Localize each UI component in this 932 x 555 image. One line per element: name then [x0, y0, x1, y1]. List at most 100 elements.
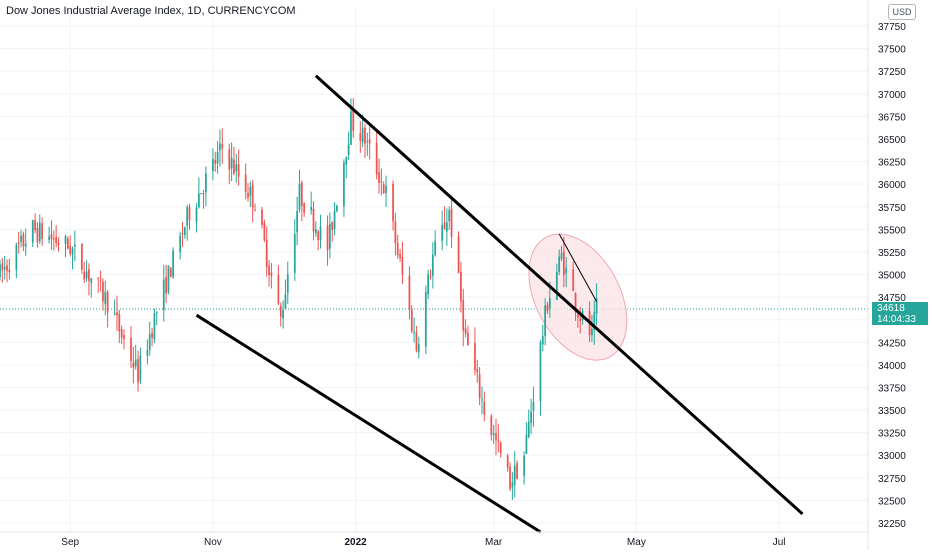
candle-body — [399, 253, 401, 258]
candle-body — [38, 222, 41, 242]
candle-body — [345, 156, 348, 165]
candle-body — [525, 434, 528, 454]
trendlines[interactable] — [195, 74, 804, 534]
candle-body — [120, 329, 123, 338]
candle-body — [462, 300, 465, 331]
candle-body — [265, 239, 268, 267]
candle-body — [352, 108, 355, 131]
trendline-short[interactable] — [558, 233, 598, 302]
candle-body — [197, 193, 200, 208]
candle-body — [506, 455, 509, 468]
candle-body — [113, 313, 116, 315]
candle-body — [0, 264, 1, 278]
candle-body — [303, 203, 306, 213]
candle-body — [3, 267, 6, 270]
candle-body — [146, 350, 149, 356]
candle-body — [516, 463, 518, 479]
candle-body — [219, 143, 221, 151]
candle-body — [431, 254, 434, 276]
candle-body — [186, 207, 189, 226]
candle-body — [380, 181, 383, 183]
y-tick-label: 36500 — [878, 135, 906, 146]
candle-body — [153, 313, 156, 340]
y-tick-label: 35250 — [878, 248, 906, 259]
candle-body — [310, 207, 313, 211]
x-tick-label: Jul — [773, 537, 786, 548]
candle-body — [233, 159, 235, 174]
y-tick-label: 33750 — [878, 383, 906, 394]
candle-body — [15, 244, 18, 270]
candle-body — [511, 482, 514, 488]
y-tick-label: 33500 — [878, 406, 906, 417]
candle-body — [139, 355, 142, 381]
candle-body — [312, 208, 315, 232]
last-price-value: 34618 — [877, 303, 905, 314]
trendline-lower[interactable] — [195, 313, 542, 534]
candle-body — [235, 164, 238, 172]
candle-body — [130, 337, 132, 362]
candle-body — [555, 272, 558, 300]
candle-body — [137, 358, 139, 383]
y-tick-label: 37500 — [878, 45, 906, 56]
y-tick-label: 32750 — [878, 474, 906, 485]
candles — [0, 98, 598, 500]
candle-body — [221, 143, 224, 149]
candle-body — [450, 208, 453, 237]
candle-body — [595, 298, 598, 314]
candle-body — [378, 172, 380, 184]
axes: 32250 32500 32750 33000 33250 33500 33750 34000… — [0, 0, 906, 550]
candle-body — [36, 228, 39, 243]
candle-body — [214, 159, 217, 164]
candle-body — [202, 193, 205, 195]
candle-body — [394, 221, 397, 244]
candle-body — [448, 210, 451, 222]
currency-badge[interactable]: USD — [888, 4, 916, 20]
candle-body — [22, 234, 25, 247]
candle-body — [162, 279, 165, 311]
candle-body — [134, 359, 137, 367]
candle-body — [467, 332, 469, 346]
candle-body — [527, 421, 530, 438]
candle-body — [347, 144, 350, 155]
candle-body — [151, 332, 153, 338]
candle-body — [20, 235, 22, 243]
candle-body — [41, 223, 43, 239]
candle-body — [155, 312, 158, 314]
candle-body — [106, 291, 109, 313]
y-tick-label: 34250 — [878, 338, 906, 349]
candle-body — [34, 220, 36, 231]
candle-body — [296, 210, 299, 233]
candle-body — [24, 243, 27, 247]
y-tick-label: 36000 — [878, 180, 906, 191]
last-price-tag: 34618 14:04:33 — [872, 302, 928, 325]
candle-body — [415, 332, 418, 351]
candle-body — [417, 344, 420, 353]
candle-body — [474, 343, 476, 371]
candle-body — [333, 211, 336, 230]
candle-body — [509, 466, 511, 489]
candle-body — [237, 164, 240, 177]
candle-body — [483, 401, 486, 415]
candle-body — [499, 442, 502, 454]
candle-body — [195, 207, 198, 222]
candle-body — [298, 183, 301, 210]
candle-body — [172, 250, 175, 277]
candle-body — [249, 186, 252, 196]
candle-body — [205, 173, 207, 193]
candle-body — [413, 331, 415, 333]
y-tick-label: 33250 — [878, 429, 906, 440]
candle-body — [382, 184, 385, 194]
candle-body — [116, 311, 118, 316]
trendline-upper[interactable] — [314, 74, 804, 516]
y-tick-label: 32500 — [878, 496, 906, 507]
candle-body — [532, 401, 535, 411]
candle-body — [230, 157, 233, 169]
candle-body — [102, 281, 104, 302]
candle-body — [441, 225, 444, 241]
candle-body — [546, 304, 549, 311]
y-tick-label: 37000 — [878, 90, 906, 101]
y-tick-label: 35750 — [878, 203, 906, 214]
candle-body — [385, 185, 387, 194]
